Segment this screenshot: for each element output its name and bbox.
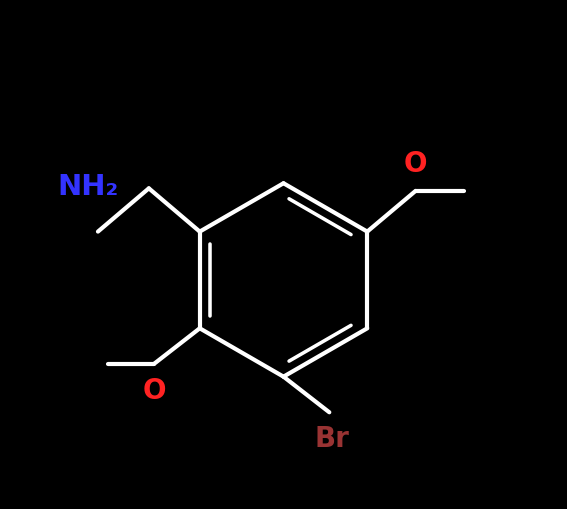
- Text: NH₂: NH₂: [57, 173, 119, 201]
- Text: O: O: [142, 377, 166, 405]
- Text: O: O: [404, 150, 428, 178]
- Text: Br: Br: [315, 425, 349, 453]
